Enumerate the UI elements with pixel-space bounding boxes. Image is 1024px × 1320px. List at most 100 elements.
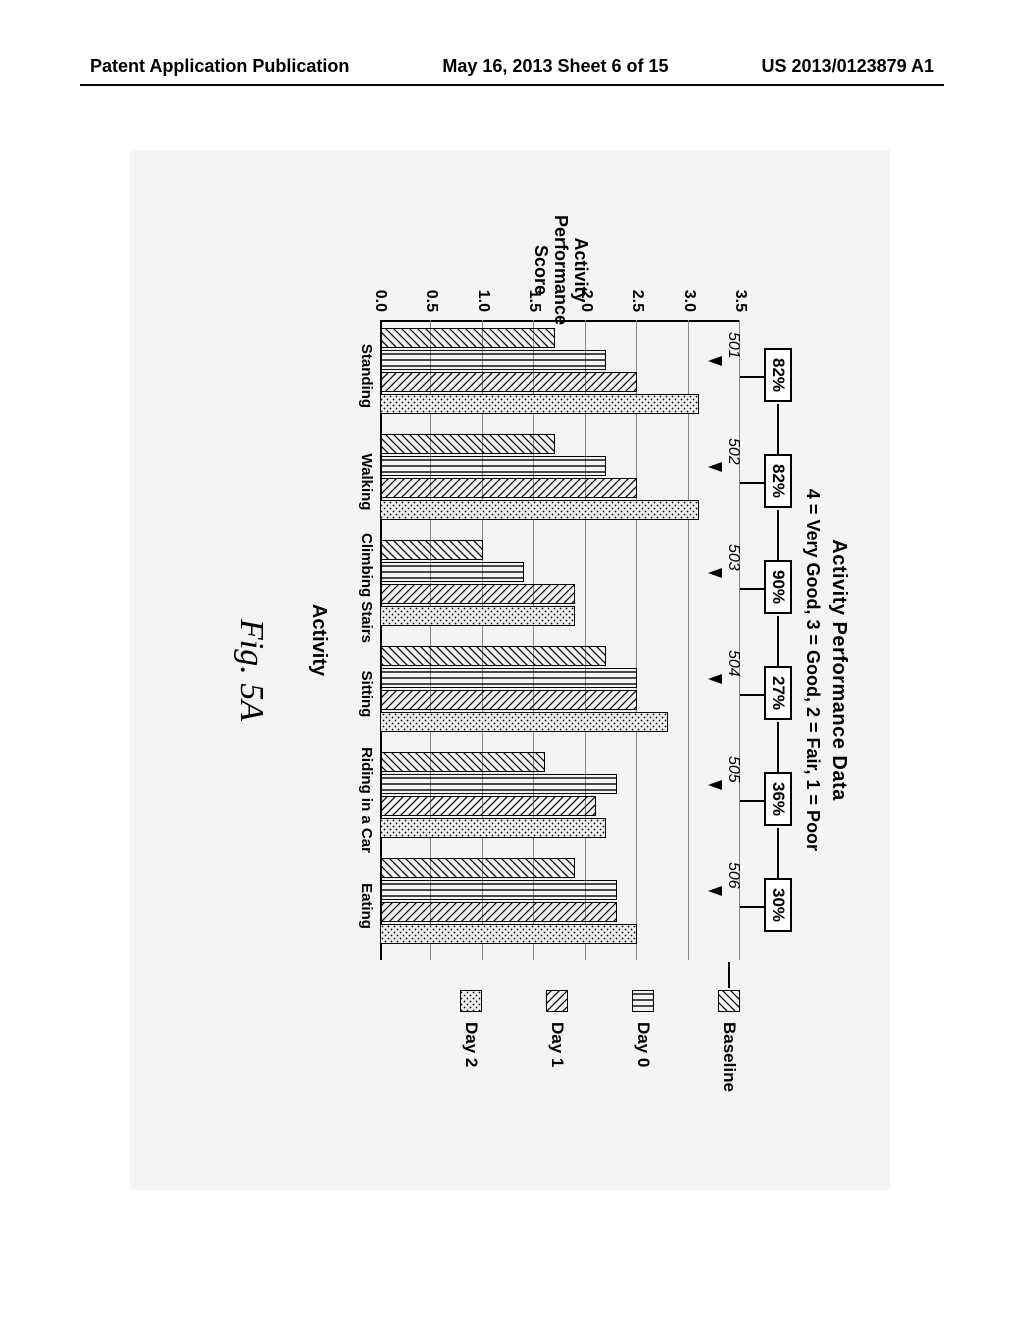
connector bbox=[777, 722, 779, 772]
bar bbox=[380, 478, 637, 498]
connector bbox=[740, 376, 766, 378]
bar bbox=[380, 584, 575, 604]
legend-swatch-icon bbox=[718, 990, 740, 1012]
bar-group: Sitting bbox=[380, 646, 740, 742]
bar bbox=[380, 774, 617, 794]
percent-box: 36% bbox=[764, 772, 792, 826]
connector bbox=[728, 962, 730, 988]
page-header: Patent Application Publication May 16, 2… bbox=[0, 56, 1024, 77]
bar-group: Riding in a Car bbox=[380, 752, 740, 848]
legend-swatch-icon bbox=[546, 990, 568, 1012]
x-category-label: Standing bbox=[358, 316, 374, 436]
legend-swatch-icon bbox=[460, 990, 482, 1012]
connector bbox=[740, 906, 766, 908]
reference-arrow-icon bbox=[708, 674, 722, 684]
bar-group: Eating bbox=[380, 858, 740, 954]
reference-arrow-icon bbox=[708, 568, 722, 578]
y-tick-label: 3.5 bbox=[731, 272, 749, 312]
reference-label: 501 bbox=[724, 332, 742, 359]
chart-title: Activity Performance Data bbox=[827, 170, 850, 1170]
chart-subtitle: 4 = Very Good, 3 = Good, 2 = Fair, 1 = P… bbox=[802, 170, 823, 1170]
reference-arrow-icon bbox=[708, 886, 722, 896]
y-tick-label: 0.5 bbox=[422, 272, 440, 312]
bar bbox=[380, 456, 606, 476]
bar-group: Walking bbox=[380, 434, 740, 530]
chart-legend: Baseline Day 0 Day 1 Day 2 bbox=[396, 990, 740, 1140]
y-tick-label: 2.0 bbox=[577, 272, 595, 312]
chart-plot-area: 0.00.51.01.52.02.53.03.5Standing501Walki… bbox=[380, 320, 740, 960]
bar bbox=[380, 818, 606, 838]
x-category-label: Riding in a Car bbox=[358, 740, 374, 860]
figure-background: Activity Performance Data 4 = Very Good,… bbox=[130, 150, 890, 1190]
legend-item: Baseline bbox=[718, 990, 740, 1140]
bar bbox=[380, 796, 596, 816]
bar bbox=[380, 562, 524, 582]
figure-rotated-frame: Activity Performance Data 4 = Very Good,… bbox=[150, 170, 870, 1170]
reference-label: 504 bbox=[724, 650, 742, 677]
bar bbox=[380, 752, 545, 772]
bar bbox=[380, 858, 575, 878]
x-category-label: Eating bbox=[358, 846, 374, 966]
x-category-label: Climbing Stairs bbox=[358, 528, 374, 648]
legend-label: Day 0 bbox=[633, 1022, 653, 1067]
bar bbox=[380, 372, 637, 392]
legend-item: Day 2 bbox=[460, 990, 482, 1140]
reference-label: 506 bbox=[724, 862, 742, 889]
percent-box: 30% bbox=[764, 878, 792, 932]
percent-box: 82% bbox=[764, 348, 792, 402]
bar bbox=[380, 712, 668, 732]
bar-group: Standing bbox=[380, 328, 740, 424]
bar bbox=[380, 394, 699, 414]
x-category-label: Sitting bbox=[358, 634, 374, 754]
bar bbox=[380, 902, 617, 922]
x-axis-label: Activity bbox=[307, 320, 330, 960]
bar bbox=[380, 540, 483, 560]
bar bbox=[380, 500, 699, 520]
reference-arrow-icon bbox=[708, 462, 722, 472]
bar bbox=[380, 646, 606, 666]
header-right: US 2013/0123879 A1 bbox=[762, 56, 934, 77]
y-tick-label: 1.5 bbox=[525, 272, 543, 312]
bar bbox=[380, 606, 575, 626]
y-tick-label: 3.0 bbox=[680, 272, 698, 312]
connector bbox=[777, 616, 779, 666]
percent-box: 27% bbox=[764, 666, 792, 720]
y-tick-label: 1.0 bbox=[474, 272, 492, 312]
y-axis-label: Activity Performance Score bbox=[531, 210, 590, 330]
percent-box: 82% bbox=[764, 454, 792, 508]
connector bbox=[777, 404, 779, 454]
bar bbox=[380, 434, 555, 454]
figure-caption: Fig. 5A bbox=[232, 170, 270, 1170]
legend-item: Day 0 bbox=[632, 990, 654, 1140]
connector bbox=[777, 510, 779, 560]
y-tick-label: 0.0 bbox=[371, 272, 389, 312]
bar bbox=[380, 880, 617, 900]
y-tick-label: 2.5 bbox=[628, 272, 646, 312]
reference-arrow-icon bbox=[708, 356, 722, 366]
header-rule bbox=[80, 84, 944, 86]
x-category-label: Walking bbox=[358, 422, 374, 542]
legend-label: Day 1 bbox=[547, 1022, 567, 1067]
percent-box: 90% bbox=[764, 560, 792, 614]
connector bbox=[740, 694, 766, 696]
bar bbox=[380, 328, 555, 348]
header-left: Patent Application Publication bbox=[90, 56, 349, 77]
connector bbox=[777, 828, 779, 878]
header-mid: May 16, 2013 Sheet 6 of 15 bbox=[442, 56, 668, 77]
bar bbox=[380, 668, 637, 688]
legend-swatch-icon bbox=[632, 990, 654, 1012]
connector bbox=[740, 800, 766, 802]
bar-group: Climbing Stairs bbox=[380, 540, 740, 636]
connector bbox=[740, 482, 766, 484]
legend-item: Day 1 bbox=[546, 990, 568, 1140]
bar bbox=[380, 924, 637, 944]
legend-label: Day 2 bbox=[461, 1022, 481, 1067]
reference-label: 502 bbox=[724, 438, 742, 465]
reference-label: 503 bbox=[724, 544, 742, 571]
bar bbox=[380, 350, 606, 370]
reference-arrow-icon bbox=[708, 780, 722, 790]
bar bbox=[380, 690, 637, 710]
legend-label: Baseline bbox=[719, 1022, 739, 1092]
reference-label: 505 bbox=[724, 756, 742, 783]
connector bbox=[740, 588, 766, 590]
